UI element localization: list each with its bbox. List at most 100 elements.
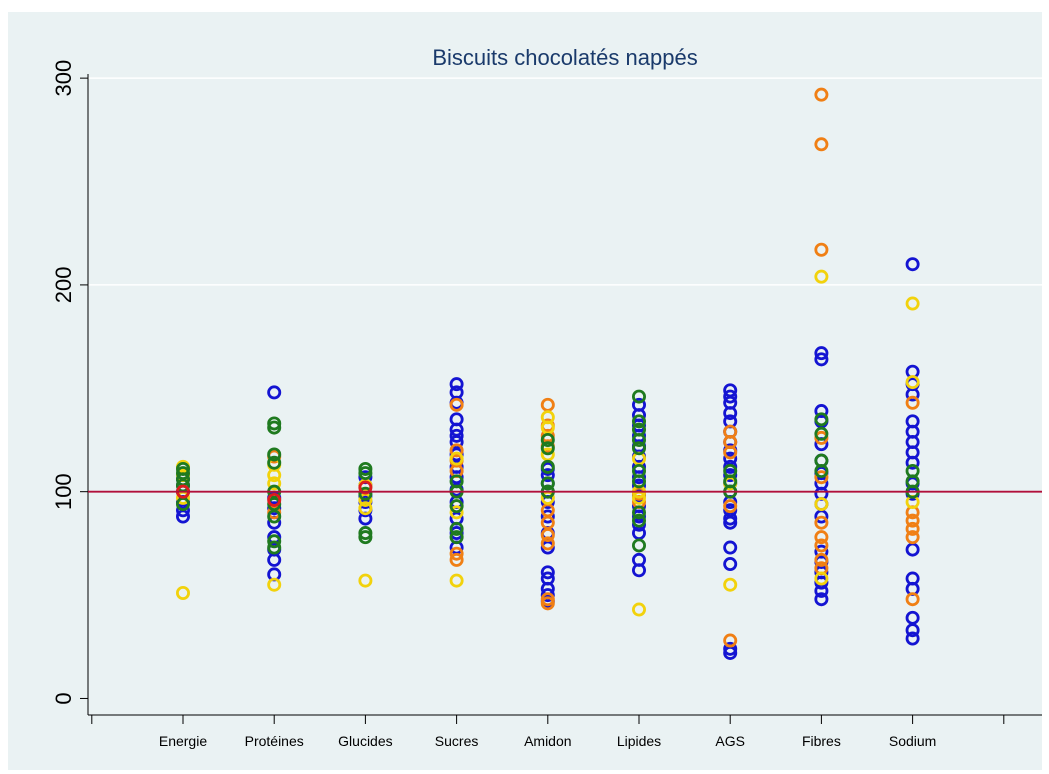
x-tick-label: Lipides: [617, 733, 661, 749]
data-point: [358, 573, 373, 588]
data-point: [814, 538, 829, 553]
data-point: [449, 552, 464, 567]
data-point: [267, 476, 282, 491]
data-point: [905, 395, 920, 410]
data-point: [723, 406, 738, 421]
data-point: [814, 592, 829, 607]
data-point: [723, 499, 738, 514]
x-tick-label: Glucides: [338, 733, 392, 749]
data-point: [905, 257, 920, 272]
data-point: [814, 346, 829, 361]
data-point: [814, 412, 829, 427]
data-point: [175, 586, 190, 601]
data-point: [632, 513, 647, 528]
data-point: [449, 397, 464, 412]
x-tick-label: Fibres: [802, 733, 841, 749]
data-point: [814, 87, 829, 102]
data-point: [814, 497, 829, 512]
data-point: [267, 420, 282, 435]
data-point: [905, 631, 920, 646]
data-point: [540, 536, 555, 551]
data-point: [632, 474, 647, 489]
x-tick-label: Amidon: [524, 733, 571, 749]
data-point: [814, 242, 829, 257]
x-tick-label: Sodium: [889, 733, 936, 749]
x-tick-label: AGS: [715, 733, 745, 749]
data-point: [814, 515, 829, 530]
data-point: [358, 486, 373, 501]
data-point: [540, 476, 555, 491]
data-point: [814, 530, 829, 545]
x-tick-label: Protéines: [245, 733, 304, 749]
data-point: [632, 389, 647, 404]
data-point: [449, 451, 464, 466]
data-point: [267, 540, 282, 555]
data-point: [267, 385, 282, 400]
chart-svg: 0 100 200 300 Energie Protéines Glucides Sucres…: [51, 45, 1042, 749]
data-point: [358, 501, 373, 516]
data-point: [814, 352, 829, 367]
plot-area: [88, 74, 1042, 715]
data-point: [905, 296, 920, 311]
data-point: [358, 480, 373, 495]
data-point: [267, 492, 282, 507]
data-point: [905, 455, 920, 470]
data-point: [814, 552, 829, 567]
data-point: [267, 447, 282, 462]
data-point: [540, 565, 555, 580]
data-point: [449, 428, 464, 443]
data-point: [905, 513, 920, 528]
data-point: [449, 505, 464, 520]
data-point: [540, 441, 555, 456]
data-point: [632, 441, 647, 456]
data-point: [814, 464, 829, 479]
data-point: [723, 557, 738, 572]
data-point: [449, 573, 464, 588]
data-point: [540, 459, 555, 474]
data-point: [723, 577, 738, 592]
data-point: [723, 445, 738, 460]
data-points: [175, 87, 920, 660]
data-point: [814, 426, 829, 441]
data-point: [723, 515, 738, 530]
data-point: [814, 269, 829, 284]
data-point: [632, 602, 647, 617]
data-point: [814, 571, 829, 586]
chart-title: Biscuits chocolatés nappés: [432, 45, 697, 70]
data-point: [540, 509, 555, 524]
data-point: [814, 137, 829, 152]
data-point: [632, 414, 647, 429]
data-point: [632, 432, 647, 447]
x-tick-label: Sucres: [435, 733, 479, 749]
data-point: [540, 596, 555, 611]
x-tick-label: Energie: [159, 733, 207, 749]
y-tick-label: 100: [51, 473, 76, 510]
chart-frame: 0 100 200 300 Energie Protéines Glucides Sucres…: [8, 12, 1042, 770]
y-tick-label: 200: [51, 267, 76, 304]
data-point: [449, 530, 464, 545]
data-point: [905, 521, 920, 536]
data-point: [540, 432, 555, 447]
data-point: [723, 389, 738, 404]
data-point: [905, 530, 920, 545]
data-point: [632, 563, 647, 578]
data-point: [267, 577, 282, 592]
axis-ticks: 0 100 200 300 Energie Protéines Glucides Sucres…: [51, 60, 1005, 749]
data-point: [267, 509, 282, 524]
y-tick-label: 0: [51, 692, 76, 704]
data-point: [449, 499, 464, 514]
data-point: [632, 505, 647, 520]
data-point: [905, 375, 920, 390]
y-tick-label: 300: [51, 60, 76, 97]
data-point: [723, 540, 738, 555]
data-point: [905, 623, 920, 638]
data-point: [814, 470, 829, 485]
data-point: [267, 455, 282, 470]
data-point: [632, 538, 647, 553]
data-point: [540, 468, 555, 483]
data-point: [905, 592, 920, 607]
data-point: [267, 534, 282, 549]
data-point: [723, 633, 738, 648]
data-point: [449, 546, 464, 561]
data-point: [540, 528, 555, 543]
